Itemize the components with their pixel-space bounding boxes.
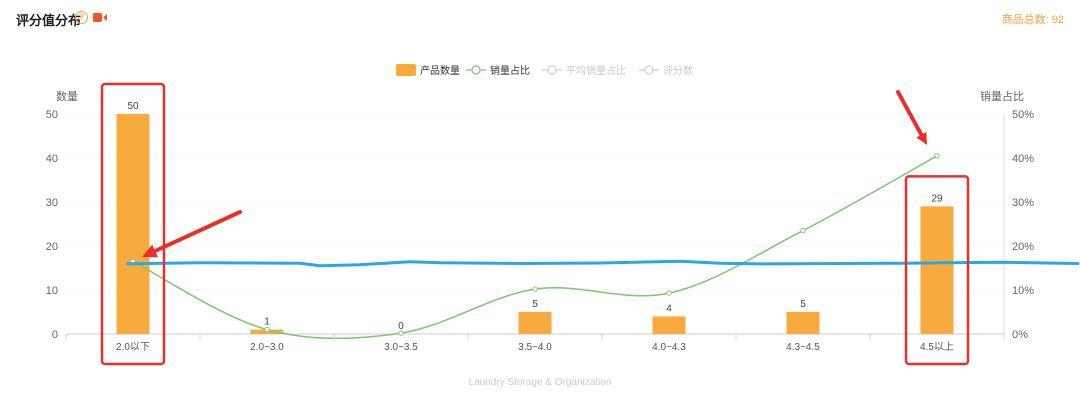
bar-value-label: 5 xyxy=(800,299,806,310)
bar[interactable] xyxy=(652,316,686,334)
sales-share-point[interactable] xyxy=(666,290,672,296)
y-right-axis-title: 销量占比 xyxy=(980,89,1024,103)
bar[interactable] xyxy=(518,312,552,334)
highlight-box xyxy=(100,82,166,366)
sales-share-point[interactable] xyxy=(398,330,404,336)
annotation-arrow xyxy=(151,210,242,254)
legend-line-marker[interactable] xyxy=(547,65,557,75)
y-right-tick-label: 40% xyxy=(1012,153,1034,165)
legend-label[interactable]: 评分数 xyxy=(663,64,693,77)
bar-value-label: 0 xyxy=(398,321,404,332)
sales-share-point[interactable] xyxy=(934,153,940,159)
legend-label[interactable]: 平均销量占比 xyxy=(566,64,626,77)
y-right-tick-label: 0% xyxy=(1012,329,1028,341)
bar-value-label: 5 xyxy=(532,299,538,310)
bar[interactable] xyxy=(786,312,820,334)
bar-value-label: 4 xyxy=(666,303,672,314)
bar-value-label: 29 xyxy=(931,193,943,204)
legend-label[interactable]: 产品数量 xyxy=(420,64,460,77)
legend-line-marker[interactable] xyxy=(471,65,481,75)
legend-bar-swatch[interactable] xyxy=(396,64,416,76)
y-right-tick-label: 30% xyxy=(1012,197,1034,209)
bar[interactable] xyxy=(920,206,954,334)
chart-header: 评分值分布 ? 商品总数: 92 xyxy=(0,0,1080,40)
sales-share-line[interactable] xyxy=(132,155,938,340)
product-total: 商品总数: 92 xyxy=(1001,14,1064,26)
x-tick-label: 4.0~4.3 xyxy=(652,342,686,353)
legend[interactable]: 产品数量 销量占比 平均销量占比 评分数 xyxy=(396,64,693,77)
line-series xyxy=(130,153,940,340)
bar[interactable] xyxy=(116,114,150,334)
hand-drawn-line xyxy=(126,259,1080,268)
bar-value-label: 50 xyxy=(127,101,139,112)
y-right-tick-label: 50% xyxy=(1012,109,1034,121)
video-camera-icon[interactable] xyxy=(93,13,107,22)
highlight-box xyxy=(904,175,970,366)
y-left-tick-label: 30 xyxy=(46,197,58,209)
x-tick-label: 3.0~3.5 xyxy=(384,342,418,353)
annotation-arrow-head xyxy=(916,132,927,145)
x-tick-label: 4.5以上 xyxy=(920,341,954,353)
bar-value-label: 1 xyxy=(264,317,270,328)
chart-caption: Laundry Storage & Organization xyxy=(469,377,612,388)
y-left-tick-label: 40 xyxy=(46,153,58,165)
annotation-arrow xyxy=(896,90,925,138)
x-tick-label: 2.0~3.0 xyxy=(250,342,284,353)
y-right-tick-label: 20% xyxy=(1012,241,1034,253)
question-circle-icon[interactable]: ? xyxy=(75,11,88,24)
legend-line-marker[interactable] xyxy=(644,65,654,75)
y-left-tick-label: 0 xyxy=(52,329,58,341)
legend-label[interactable]: 销量占比 xyxy=(490,64,530,77)
y-left-tick-label: 50 xyxy=(46,109,58,121)
x-tick-label: 4.3~4.5 xyxy=(786,342,820,353)
annotations xyxy=(100,82,1080,366)
sales-share-point[interactable] xyxy=(264,326,270,333)
x-tick-label: 2.0以下 xyxy=(116,342,150,353)
chart-title: 评分值分布 xyxy=(16,13,82,28)
y-right-tick-label: 10% xyxy=(1012,285,1034,297)
y-left-axis-title: 数量 xyxy=(56,90,78,103)
bar-series xyxy=(116,114,954,334)
annotation-arrow-head xyxy=(142,244,158,258)
sales-share-point[interactable] xyxy=(532,286,538,292)
x-tick-label: 3.5~4.0 xyxy=(518,342,552,353)
y-left-tick-label: 20 xyxy=(46,241,58,253)
data-labels: 50 1 0 5 4 5 29 xyxy=(127,101,943,332)
sales-share-point[interactable] xyxy=(800,227,806,234)
y-left-tick-label: 10 xyxy=(46,285,58,297)
